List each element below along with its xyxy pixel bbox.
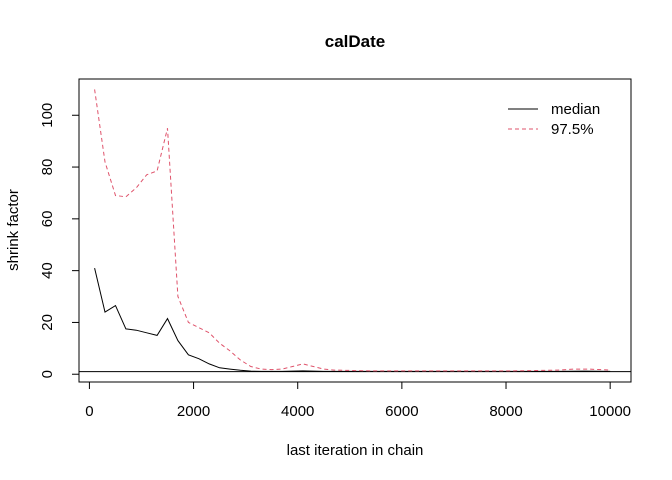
plot-area-frame — [78, 78, 632, 383]
x-tick-label: 6000 — [385, 403, 418, 420]
y-tick-label: 40 — [39, 262, 56, 279]
legend: median 97.5% — [508, 101, 600, 138]
series-layer — [94, 89, 611, 372]
series-line-upper-97-5 — [94, 89, 611, 372]
y-tick-label: 80 — [39, 159, 56, 176]
x-axis-label: last iteration in chain — [287, 442, 424, 459]
y-tick-label: 100 — [39, 103, 56, 128]
x-tick-label: 4000 — [281, 403, 314, 420]
chart-title: calDate — [325, 32, 385, 51]
y-tick-label: 60 — [39, 211, 56, 228]
y-axis-label: shrink factor — [5, 189, 22, 271]
y-tick-label: 20 — [39, 314, 56, 331]
x-axis: 0 2000 4000 6000 8000 10000 — [85, 381, 631, 420]
y-axis: 0 20 40 60 80 100 — [39, 103, 80, 378]
x-tick-label: 8000 — [489, 403, 522, 420]
legend-label: 97.5% — [551, 121, 594, 138]
x-tick-label: 0 — [85, 403, 93, 420]
y-tick-label: 0 — [39, 370, 56, 378]
x-tick-label: 2000 — [177, 403, 210, 420]
x-tick-label: 10000 — [589, 403, 631, 420]
legend-label: median — [551, 101, 600, 118]
series-line-median — [94, 267, 611, 372]
